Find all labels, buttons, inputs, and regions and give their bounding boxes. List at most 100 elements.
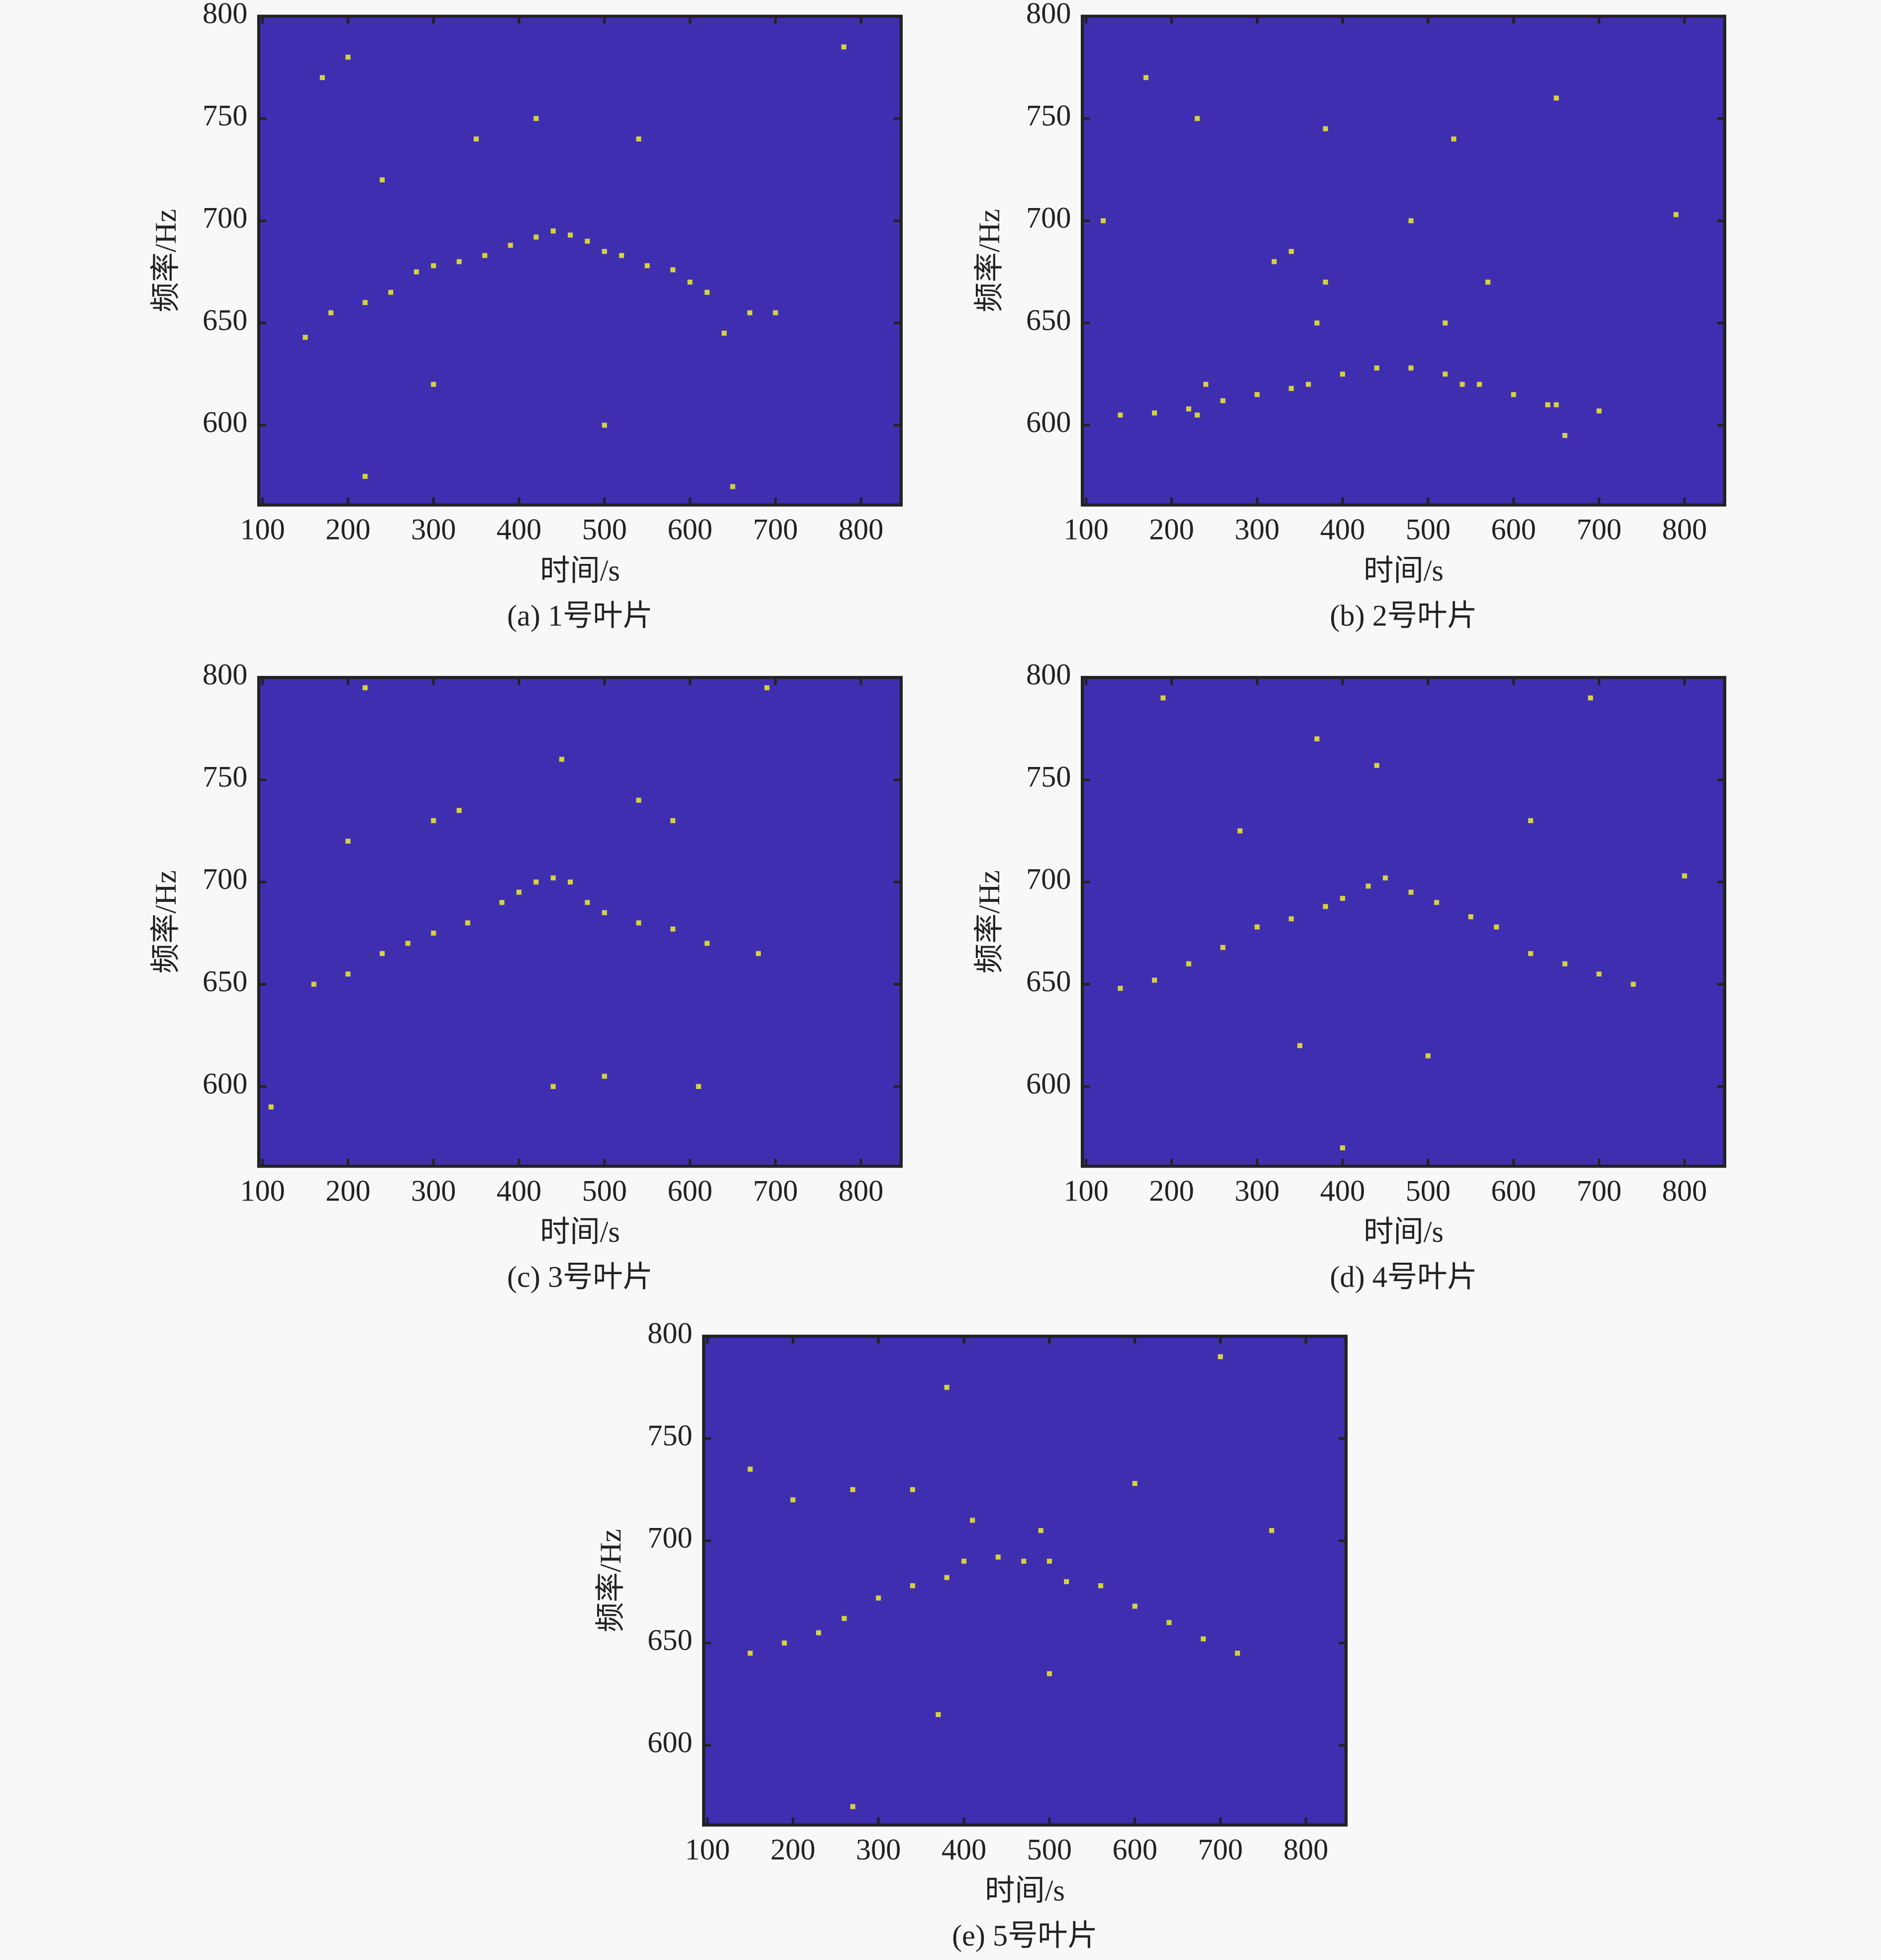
point — [456, 259, 462, 264]
x-tick-label: 800 — [838, 1174, 883, 1207]
x-tick-label: 500 — [1406, 513, 1451, 546]
point — [1152, 978, 1157, 983]
y-tick-label: 700 — [203, 863, 247, 896]
x-tick-label: 800 — [1662, 513, 1707, 546]
point — [1562, 433, 1568, 438]
point — [1443, 371, 1448, 377]
x-tick-label: 700 — [753, 1174, 798, 1207]
x-tick-label: 300 — [1235, 1174, 1279, 1207]
point — [1237, 828, 1243, 834]
point — [533, 116, 539, 121]
y-tick-label: 700 — [647, 1521, 692, 1554]
x-axis-label: 时间/s — [540, 1215, 620, 1249]
x-tick-label: 500 — [1027, 1833, 1072, 1866]
point — [936, 1712, 941, 1717]
plot-area — [258, 677, 901, 1167]
x-axis-label: 时间/s — [540, 554, 620, 588]
point — [559, 757, 564, 762]
x-tick-label: 500 — [582, 1174, 627, 1207]
point — [1132, 1481, 1138, 1486]
caption: (b) 2号叶片 — [1330, 599, 1477, 633]
point — [1494, 924, 1499, 930]
point — [696, 1084, 701, 1089]
panel: 100 200 300 400 500 600 700 800 600 650 700 750 800 时… — [594, 1317, 1348, 1953]
point — [850, 1487, 855, 1492]
x-tick-label: 800 — [1283, 1833, 1328, 1866]
point — [1365, 883, 1371, 889]
y-tick-label: 700 — [1026, 863, 1071, 896]
x-axis-label: 时间/s — [1363, 554, 1444, 588]
point — [782, 1640, 787, 1646]
point — [1673, 212, 1679, 218]
point — [1314, 736, 1320, 742]
point — [1408, 889, 1414, 895]
point — [380, 177, 385, 183]
panel: 100 200 300 400 500 600 700 800 600 650 700 750 800 时… — [973, 0, 1727, 633]
point — [704, 290, 710, 295]
x-axis-label: 时间/s — [1363, 1215, 1444, 1249]
point — [1451, 136, 1457, 142]
point — [1254, 924, 1260, 930]
point — [516, 889, 522, 895]
point — [1220, 945, 1226, 950]
y-axis-label: 频率/Hz — [594, 1529, 627, 1633]
point — [303, 334, 308, 340]
point — [268, 1104, 274, 1110]
point — [1271, 259, 1277, 264]
point — [1038, 1528, 1044, 1533]
y-tick-label: 600 — [1026, 1067, 1071, 1100]
point — [1408, 365, 1414, 371]
x-tick-label: 300 — [1235, 513, 1279, 546]
point — [1100, 218, 1106, 223]
point — [1374, 365, 1379, 371]
y-tick-label: 750 — [203, 99, 247, 132]
point — [636, 797, 641, 803]
point — [1021, 1558, 1027, 1564]
point — [1306, 382, 1311, 387]
point — [362, 300, 368, 305]
caption: (a) 1号叶片 — [507, 599, 653, 633]
caption: (c) 3号叶片 — [507, 1261, 653, 1294]
point — [550, 1084, 556, 1089]
point — [747, 1650, 753, 1656]
point — [1186, 406, 1191, 412]
x-tick-label: 500 — [1406, 1174, 1451, 1207]
x-tick-label: 100 — [685, 1833, 730, 1866]
x-tick-label: 200 — [770, 1833, 815, 1866]
point — [602, 1074, 607, 1079]
point — [1220, 398, 1226, 404]
point — [755, 951, 761, 956]
x-tick-label: 400 — [497, 1174, 541, 1207]
y-tick-label: 600 — [203, 1067, 247, 1100]
point — [362, 685, 368, 690]
plot-frame — [702, 1334, 1348, 1827]
point — [995, 1554, 1001, 1560]
x-tick-label: 500 — [582, 513, 627, 546]
x-tick-label: 100 — [1063, 1174, 1108, 1207]
point — [1132, 1604, 1138, 1609]
x-tick-label: 600 — [1112, 1833, 1157, 1866]
point — [1254, 392, 1260, 397]
y-tick-label: 650 — [203, 965, 247, 998]
point — [747, 1466, 753, 1472]
point — [1203, 382, 1209, 387]
y-tick-label: 700 — [203, 201, 247, 234]
y-axis-label: 频率/Hz — [149, 209, 183, 313]
point — [1443, 320, 1448, 326]
plot-area — [1082, 677, 1725, 1167]
point — [388, 290, 394, 295]
point — [431, 818, 436, 823]
point — [1340, 895, 1346, 901]
point — [1340, 1145, 1346, 1151]
y-tick-label: 750 — [1026, 99, 1071, 132]
x-tick-label: 100 — [240, 513, 285, 546]
point — [1218, 1354, 1223, 1359]
point — [747, 310, 752, 316]
y-axis-label: 频率/Hz — [973, 209, 1006, 313]
point — [1596, 971, 1602, 977]
point — [1554, 402, 1559, 408]
point — [636, 136, 641, 142]
point — [414, 269, 419, 275]
